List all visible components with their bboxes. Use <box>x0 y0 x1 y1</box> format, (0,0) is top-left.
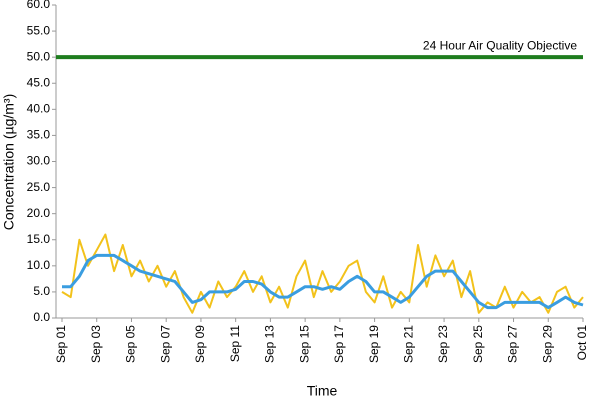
y-axis-label: Concentration (µg/m³) <box>1 94 17 230</box>
y-tick-label: 60.0 <box>27 0 51 11</box>
y-tick-label: 0.0 <box>33 310 50 324</box>
y-tick-label: 5.0 <box>33 284 50 298</box>
y-tick-label: 55.0 <box>27 23 51 37</box>
x-axis-label: Time <box>307 383 338 399</box>
objective-label: 24 Hour Air Quality Objective <box>423 38 577 52</box>
y-tick-label: 45.0 <box>27 75 51 89</box>
x-tick-label: Sep 15 <box>297 325 311 363</box>
y-tick-label: 35.0 <box>27 128 51 142</box>
x-tick-label: Sep 05 <box>124 325 138 363</box>
x-tick-label: Sep 21 <box>402 325 416 363</box>
x-tick-label: Sep 27 <box>506 325 520 363</box>
y-tick-label: 15.0 <box>27 232 51 246</box>
y-tick-label: 25.0 <box>27 180 51 194</box>
y-tick-label: 20.0 <box>27 206 51 220</box>
x-tick-label: Sep 01 <box>54 325 68 363</box>
x-tick-label: Sep 07 <box>158 325 172 363</box>
x-tick-label: Sep 11 <box>228 325 242 362</box>
x-tick-label: Sep 09 <box>193 325 207 363</box>
y-tick-label: 40.0 <box>27 102 51 116</box>
x-tick-label: Sep 23 <box>436 325 450 363</box>
y-tick-label: 30.0 <box>27 154 51 168</box>
y-tick-label: 10.0 <box>27 258 51 272</box>
x-tick-label: Sep 17 <box>332 325 346 363</box>
series-line <box>62 253 584 310</box>
x-tick-label: Sep 29 <box>540 325 554 363</box>
x-tick-label: Oct 01 <box>575 325 589 361</box>
x-tick-label: Sep 13 <box>263 325 277 363</box>
x-tick-label: Sep 19 <box>367 325 381 363</box>
x-tick-label: Sep 25 <box>471 325 485 363</box>
x-tick-label: Sep 03 <box>89 325 103 363</box>
y-tick-label: 50.0 <box>27 49 51 63</box>
